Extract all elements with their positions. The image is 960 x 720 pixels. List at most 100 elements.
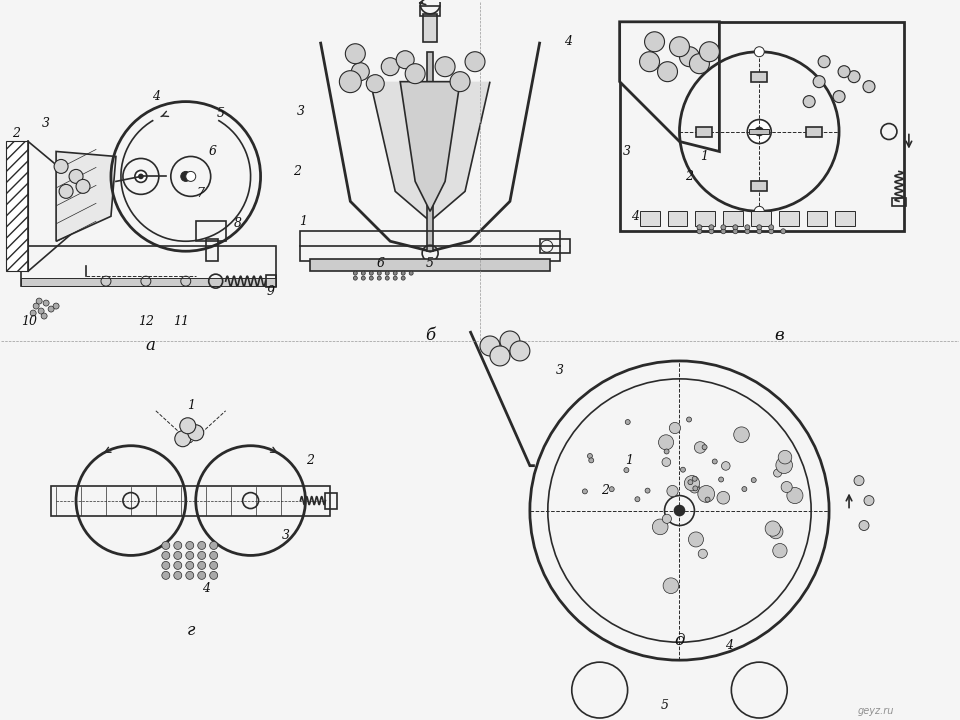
Circle shape (639, 52, 660, 72)
Circle shape (367, 75, 384, 93)
Circle shape (186, 572, 194, 580)
Circle shape (669, 37, 689, 57)
Circle shape (787, 487, 803, 503)
Text: 4: 4 (152, 90, 159, 103)
Bar (892, 198, 906, 207)
Bar (300, 231, 560, 261)
Bar (667, 211, 687, 226)
Circle shape (698, 485, 714, 503)
Circle shape (752, 477, 756, 482)
Circle shape (54, 159, 68, 174)
Circle shape (697, 229, 702, 234)
Circle shape (859, 521, 869, 531)
Circle shape (779, 451, 792, 464)
Circle shape (76, 179, 90, 194)
Circle shape (732, 225, 738, 230)
Bar (752, 211, 771, 226)
Circle shape (693, 486, 698, 491)
Circle shape (669, 423, 681, 433)
Bar (752, 72, 767, 81)
Bar (205, 239, 218, 261)
Text: д: д (674, 631, 684, 649)
Circle shape (769, 225, 774, 230)
Text: 4: 4 (631, 210, 638, 222)
Circle shape (745, 225, 750, 230)
Circle shape (864, 495, 874, 505)
Text: 5: 5 (217, 107, 225, 120)
Text: 4: 4 (726, 639, 733, 652)
Circle shape (69, 169, 83, 184)
Bar (540, 239, 570, 253)
Circle shape (742, 487, 747, 492)
Circle shape (490, 346, 510, 366)
Circle shape (644, 32, 664, 52)
Circle shape (377, 276, 381, 280)
Circle shape (30, 310, 36, 316)
Text: 1: 1 (701, 150, 708, 163)
Bar (423, 14, 437, 42)
Circle shape (755, 207, 764, 216)
Circle shape (396, 50, 414, 68)
Circle shape (370, 276, 373, 280)
Bar (21, 278, 276, 286)
Circle shape (705, 497, 710, 502)
Circle shape (681, 467, 685, 472)
Circle shape (186, 552, 194, 559)
Text: 6: 6 (376, 257, 384, 270)
Bar (619, 22, 904, 231)
Circle shape (773, 544, 787, 558)
Circle shape (381, 58, 399, 76)
Text: 8: 8 (233, 217, 242, 230)
Circle shape (780, 229, 785, 234)
Bar (750, 129, 769, 133)
Circle shape (588, 454, 592, 459)
Text: 3: 3 (623, 145, 631, 158)
Circle shape (688, 532, 704, 547)
Circle shape (34, 303, 39, 309)
Circle shape (662, 514, 671, 523)
Text: а: а (146, 338, 156, 354)
Circle shape (698, 549, 708, 558)
Circle shape (689, 54, 709, 73)
Circle shape (688, 480, 693, 485)
Circle shape (48, 306, 54, 312)
Circle shape (180, 418, 196, 433)
Circle shape (635, 497, 640, 502)
Text: 10: 10 (21, 315, 37, 328)
Bar (807, 211, 828, 226)
Circle shape (769, 229, 774, 234)
Circle shape (162, 562, 170, 570)
Circle shape (774, 469, 781, 477)
Circle shape (838, 66, 850, 78)
Circle shape (697, 225, 702, 230)
Text: 2: 2 (294, 165, 301, 178)
Circle shape (174, 562, 181, 570)
Circle shape (664, 449, 669, 454)
Circle shape (135, 171, 147, 182)
Circle shape (689, 483, 700, 493)
Text: 9: 9 (267, 284, 275, 297)
Circle shape (41, 313, 47, 319)
Text: 7: 7 (197, 187, 204, 200)
Circle shape (353, 276, 357, 280)
Circle shape (675, 505, 684, 516)
Bar (51, 485, 330, 516)
Circle shape (351, 63, 370, 81)
Circle shape (465, 52, 485, 72)
Circle shape (346, 44, 366, 63)
Circle shape (722, 462, 731, 470)
Circle shape (162, 541, 170, 549)
Polygon shape (56, 151, 116, 241)
Text: 3: 3 (556, 364, 564, 377)
Circle shape (385, 276, 389, 280)
Circle shape (662, 458, 671, 467)
Circle shape (721, 225, 726, 230)
Circle shape (708, 229, 714, 234)
Circle shape (480, 336, 500, 356)
Bar (752, 181, 767, 192)
Text: 1: 1 (626, 454, 634, 467)
Circle shape (370, 271, 373, 275)
Text: 2: 2 (601, 484, 609, 497)
Text: 1: 1 (187, 400, 195, 413)
Circle shape (781, 482, 792, 492)
